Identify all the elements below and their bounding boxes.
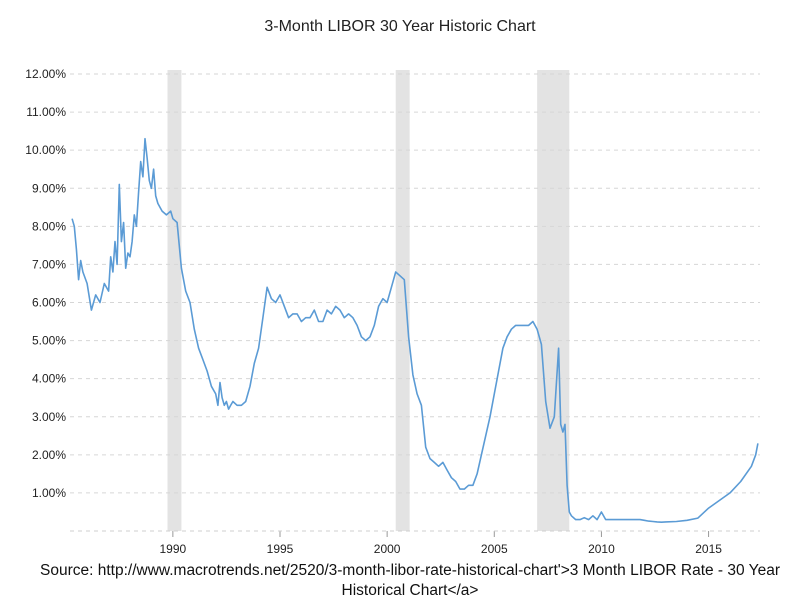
chart-title: 3-Month LIBOR 30 Year Historic Chart xyxy=(264,18,536,35)
chart-area: 12.00% 11.00% 10.00% 9.00% 8.00% 7.00% 6.00% 5.… xyxy=(25,67,760,556)
y-tick-label: 8.00% xyxy=(32,219,66,233)
gridlines xyxy=(70,73,760,494)
y-tick-label: 5.00% xyxy=(32,334,66,348)
y-tick-label: 4.00% xyxy=(32,372,66,386)
y-tick-label: 1.00% xyxy=(32,486,66,500)
y-tick-label: 12.00% xyxy=(25,67,66,81)
recession-band-3 xyxy=(537,70,570,531)
y-tick-label: 10.00% xyxy=(25,143,66,157)
x-tick-label: 1990 xyxy=(160,542,187,556)
x-axis-ticks: 1990 1995 2000 2005 2010 2015 xyxy=(160,531,722,556)
series-line-libor xyxy=(71,137,759,523)
y-tick-label: 3.00% xyxy=(32,410,66,424)
source-note: Source: http://www.macrotrends.net/2520/… xyxy=(40,562,780,599)
x-tick-label: 2015 xyxy=(695,542,722,556)
recession-band-2 xyxy=(395,70,410,531)
recession-band-1 xyxy=(167,70,182,531)
y-tick-label: 9.00% xyxy=(32,181,66,195)
y-tick-label: 11.00% xyxy=(26,105,66,119)
y-tick-label: 6.00% xyxy=(32,296,66,310)
recession-bands xyxy=(167,70,570,531)
x-tick-label: 2005 xyxy=(481,542,508,556)
y-tick-label: 7.00% xyxy=(32,257,66,271)
x-tick-label: 2000 xyxy=(374,542,401,556)
y-axis-ticks: 12.00% 11.00% 10.00% 9.00% 8.00% 7.00% 6.00% 5.… xyxy=(25,67,66,500)
y-tick-label: 2.00% xyxy=(32,448,66,462)
x-tick-label: 1995 xyxy=(267,542,294,556)
x-tick-label: 2010 xyxy=(588,542,615,556)
